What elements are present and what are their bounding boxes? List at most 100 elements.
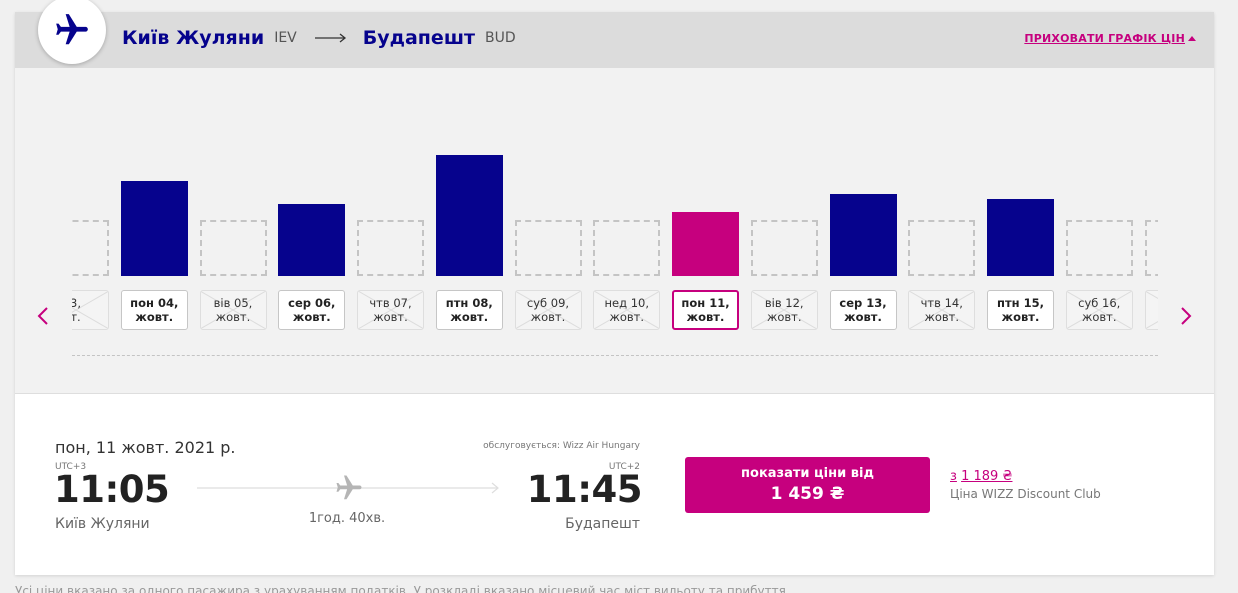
date-label: вів 12,	[764, 296, 804, 310]
price-bar[interactable]	[120, 181, 188, 276]
date-button[interactable]: чтв 07, жовт.	[357, 290, 424, 330]
price-bar[interactable]	[278, 204, 346, 276]
date-label: жовт.	[609, 310, 645, 324]
wdc-prefix: з	[950, 469, 957, 484]
date-label: пон 04,	[130, 296, 179, 310]
date-button[interactable]: суб 16, жовт.	[1065, 290, 1133, 330]
hide-price-chart-link[interactable]: ПРИХОВАТИ ГРАФІК ЦІН	[1024, 32, 1196, 45]
date-label: жовт.	[292, 310, 331, 324]
price-bar[interactable]	[750, 220, 818, 276]
airplane-icon	[56, 14, 88, 45]
wdc-price: 1 189 ₴	[961, 469, 1013, 484]
arrival-city: Будапешт	[565, 516, 640, 532]
chart-baseline	[72, 355, 1158, 356]
price-bar[interactable]	[435, 155, 503, 276]
price-bars	[72, 68, 1158, 394]
date-button[interactable]: суб 09, жовт.	[514, 290, 582, 330]
price-bar[interactable]	[987, 199, 1054, 276]
price-bar[interactable]	[514, 220, 582, 276]
date-label: жовт.	[530, 310, 566, 324]
date-button[interactable]: птн 08, жовт.	[435, 290, 503, 330]
date-selector: 3,т.пон 04,жовт.вів 05,жовт.сер 06,жовт.…	[72, 68, 1158, 394]
date-label: птн 15,	[997, 296, 1044, 310]
date-label: жовт.	[1001, 310, 1040, 324]
price-chart-viewport: 3,т.пон 04,жовт.вів 05,жовт.сер 06,жовт.…	[72, 68, 1158, 394]
date-label: жо	[1146, 310, 1159, 324]
date-label: 3,	[72, 296, 81, 310]
date-label: жовт.	[924, 310, 960, 324]
date-button[interactable]: вів 05, жовт.	[199, 290, 267, 330]
price-chart: 3,т.пон 04,жовт.вів 05,жовт.сер 06,жовт.…	[15, 68, 1214, 394]
arrival-time: 11:45	[526, 468, 643, 511]
date-label: жовт.	[686, 310, 725, 324]
origin-code: IEV	[274, 30, 297, 46]
date-label: чтв 14,	[920, 296, 963, 310]
date-label: сер 06,	[288, 296, 336, 310]
date-label: жовт.	[373, 310, 408, 324]
destination-city: Будапешт	[362, 27, 476, 49]
chevron-left-icon	[37, 307, 48, 325]
date-button[interactable]: чтв 14, жовт.	[908, 290, 976, 330]
date-label: нед 10,	[604, 296, 650, 310]
date-button[interactable]: 3,т.	[72, 290, 109, 330]
date-button[interactable]: вів 12, жовт.	[750, 290, 818, 330]
airplane-badge	[38, 0, 106, 64]
date-label: жовт.	[766, 310, 802, 324]
price-bar[interactable]	[199, 220, 267, 276]
flight-route-line	[197, 475, 502, 515]
flight-date: пон, 11 жовт. 2021 р.	[55, 438, 236, 457]
date-button[interactable]: нед 10, жовт.	[593, 290, 661, 330]
departure-city: Київ Жуляни	[55, 516, 150, 532]
date-button[interactable]: пон 04, жовт.	[120, 290, 188, 330]
departure-utc: UTC+3	[55, 462, 87, 472]
flight-details: пон, 11 жовт. 2021 р. UTC+3 11:05 Київ Ж…	[15, 394, 1214, 575]
date-label: жовт.	[450, 310, 489, 324]
date-button[interactable]: сер 13, жовт.	[829, 290, 897, 330]
price-bar[interactable]	[908, 220, 976, 276]
price-bar[interactable]	[672, 212, 739, 276]
price-bar[interactable]	[1065, 220, 1133, 276]
flight-duration: 1год. 40хв.	[308, 511, 386, 526]
date-button[interactable]: сер 06, жовт.	[278, 290, 346, 330]
date-label: суб 16,	[1078, 296, 1121, 310]
operated-by: обслуговується: Wizz Air Hungary	[483, 441, 640, 451]
hide-price-chart-label: ПРИХОВАТИ ГРАФІК ЦІН	[1024, 32, 1185, 45]
date-label: жовт.	[844, 310, 882, 324]
date-label: сер 13,	[839, 296, 887, 310]
departure-time: 11:05	[54, 468, 170, 511]
wdc-label: Ціна WIZZ Discount Club	[950, 487, 1101, 501]
caret-up-icon	[1188, 36, 1196, 41]
date-button[interactable]: неджо	[1144, 290, 1159, 330]
date-label: жовт.	[215, 310, 251, 324]
date-label: жовт.	[1081, 310, 1117, 324]
route-header: Київ Жуляни IEV Будапешт BUD ПРИХОВАТИ Г…	[15, 0, 1214, 68]
route-arrow-icon	[314, 33, 347, 43]
chart-next-button[interactable]	[1176, 306, 1196, 326]
date-label: птн 08,	[445, 296, 493, 310]
date-label: пон 11,	[681, 296, 730, 310]
date-button[interactable]: птн 15, жовт.	[987, 290, 1054, 330]
show-prices-button[interactable]: показати ціни від 1 459 ₴	[685, 457, 930, 513]
chart-prev-button[interactable]	[33, 306, 53, 326]
show-prices-label: показати ціни від	[741, 466, 874, 481]
origin-city: Київ Жуляни	[122, 27, 265, 49]
arrival-utc: UTC+2	[608, 462, 640, 472]
price-bar[interactable]	[1144, 220, 1158, 276]
chevron-right-icon	[1181, 307, 1192, 325]
price-bar[interactable]	[357, 220, 424, 276]
route-summary: Київ Жуляни IEV Будапешт BUD	[122, 27, 516, 49]
wdc-price-link[interactable]: з 1 189 ₴	[950, 469, 1012, 484]
price-bar[interactable]	[593, 220, 661, 276]
destination-code: BUD	[485, 30, 516, 46]
date-button[interactable]: пон 11, жовт.	[672, 290, 739, 330]
price-amount: 1 459 ₴	[770, 484, 845, 504]
airplane-small-icon	[336, 475, 362, 500]
date-label: чтв 07,	[369, 296, 412, 310]
date-label: жовт.	[135, 310, 174, 324]
date-label: вів 05,	[213, 296, 253, 310]
price-bar[interactable]	[72, 220, 109, 276]
footnote: Усі ціни вказано за одного пасажира з ур…	[15, 584, 786, 593]
flight-card: Київ Жуляни IEV Будапешт BUD ПРИХОВАТИ Г…	[15, 0, 1214, 575]
price-bar[interactable]	[829, 194, 897, 276]
date-label: нед	[1146, 296, 1159, 310]
